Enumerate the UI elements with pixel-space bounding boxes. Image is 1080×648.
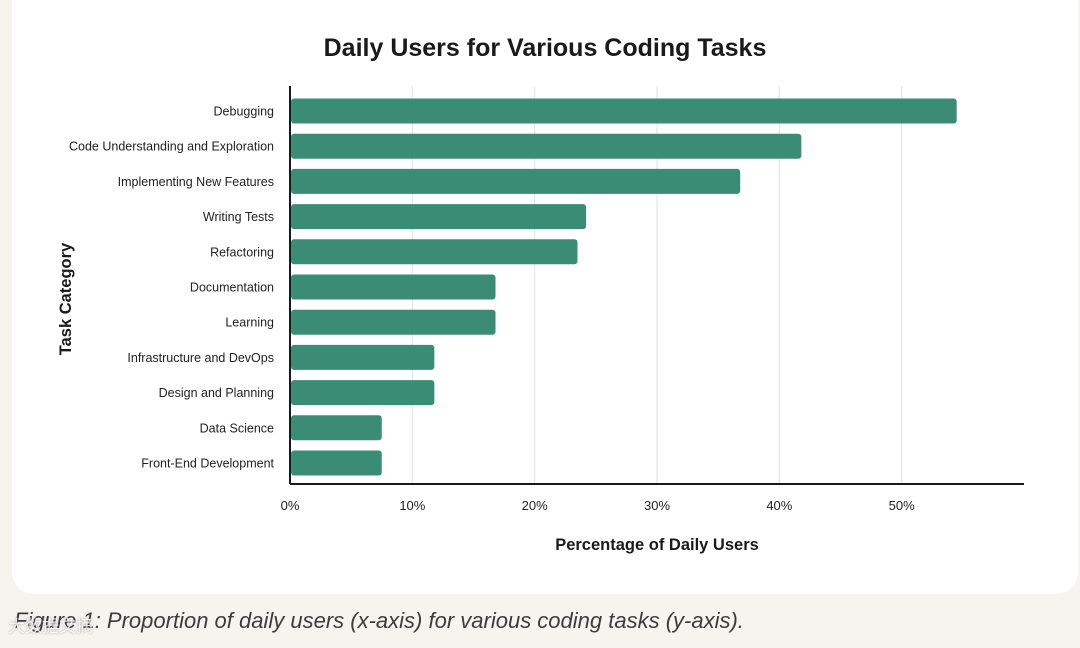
category-label: Design and Planning	[159, 386, 274, 400]
x-tick-label: 50%	[889, 498, 915, 513]
category-label: Implementing New Features	[118, 175, 274, 189]
bar-code-understanding-and-exploration	[291, 133, 802, 159]
bar-writing-tests	[291, 204, 587, 230]
category-label: Refactoring	[210, 245, 274, 259]
category-label: Writing Tests	[203, 210, 274, 224]
category-label: Documentation	[190, 281, 274, 295]
x-tick-label: 30%	[644, 498, 670, 513]
bar-chart: Debugging Code Understanding and Explorat…	[57, 86, 1024, 555]
bar-learning	[291, 309, 496, 335]
x-tick-label: 10%	[399, 498, 425, 513]
category-label: Infrastructure and DevOps	[127, 351, 274, 365]
bar-data-science	[291, 415, 382, 441]
figure-caption: Figure 1: Proportion of daily users (x-a…	[14, 608, 744, 633]
labels: Debugging Code Understanding and Explorat…	[57, 105, 915, 555]
watermark: 大数据文摘	[8, 617, 93, 636]
chart-title: Daily Users for Various Coding Tasks	[323, 34, 767, 62]
x-tick-label: 20%	[522, 498, 548, 513]
bar-implementing-new-features	[291, 168, 741, 194]
category-label: Front-End Development	[141, 457, 274, 471]
y-axis-title: Task Category	[57, 242, 75, 355]
bar-infrastructure-and-devops	[291, 344, 435, 370]
category-label: Debugging	[214, 105, 275, 119]
bars	[291, 98, 957, 476]
bar-refactoring	[291, 239, 578, 265]
category-label: Code Understanding and Exploration	[69, 140, 274, 154]
x-tick-label: 0%	[281, 498, 300, 513]
bar-design-and-planning	[291, 380, 435, 406]
bar-documentation	[291, 274, 496, 300]
bar-debugging	[291, 98, 957, 124]
x-axis-title: Percentage of Daily Users	[555, 536, 759, 554]
x-tick-label: 40%	[766, 498, 792, 513]
category-label: Learning	[225, 316, 274, 330]
axes	[289, 86, 1024, 485]
bar-front-end-development	[291, 450, 382, 476]
category-label: Data Science	[200, 421, 274, 435]
